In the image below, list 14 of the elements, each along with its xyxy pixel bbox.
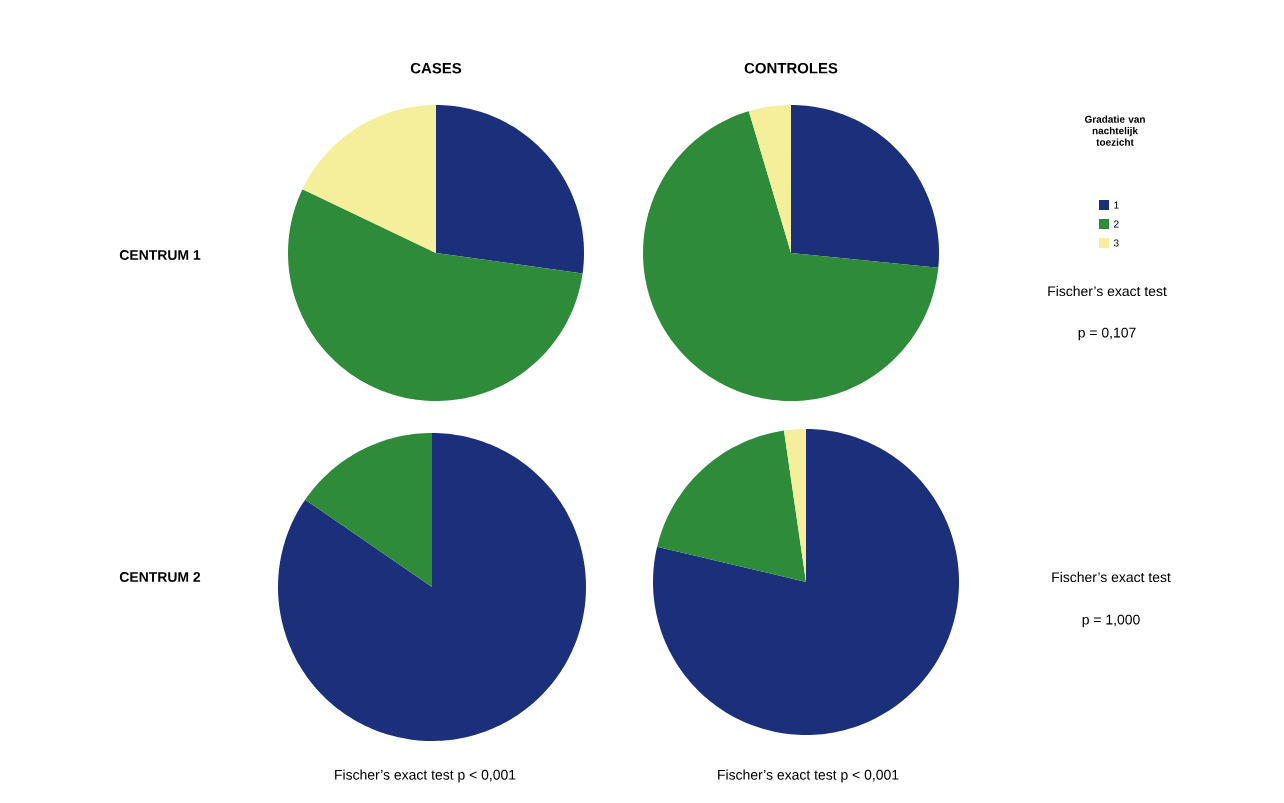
text: CENTRUM 1 [119,250,201,260]
legend-title: Gradatie van nachtelijk toezicht [1084,115,1145,146]
chart-title: CONTROLES [744,62,838,74]
legend-label: 3 [1113,239,1119,247]
text: Fischer’s exact test [1052,571,1171,583]
text: Fischer’s exact test p < 0,001 [718,769,899,783]
text: p = 1,000 [1082,614,1140,628]
legend-label: 2 [1114,220,1119,228]
text: Fischer’s exact test p < 0,001 [335,769,516,783]
text: Fischer’s exact test [1048,285,1167,297]
legend-label: 1 [1114,201,1119,209]
chart-title: CASES [410,62,462,74]
text: CENTRUM 2 [119,572,201,582]
text: p = 0,107 [1078,327,1136,341]
